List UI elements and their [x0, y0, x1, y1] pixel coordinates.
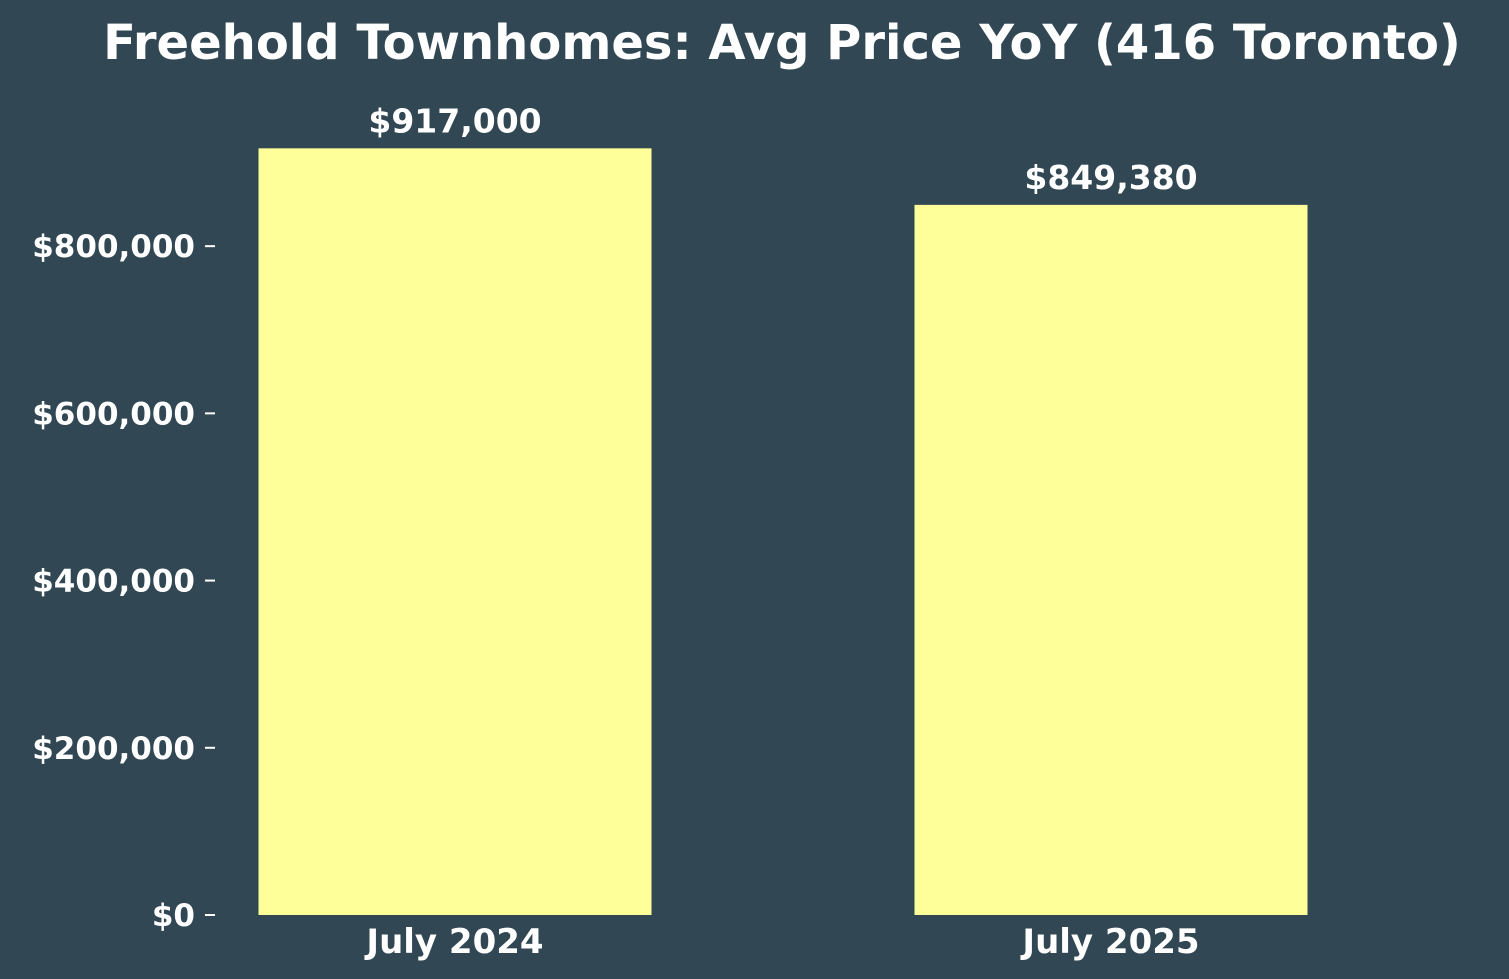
y-tick-label: $400,000: [32, 564, 195, 600]
bars: [258, 148, 1308, 916]
chart-title: Freehold Townhomes: Avg Price YoY (416 T…: [103, 15, 1461, 71]
y-tick-label: $200,000: [32, 731, 195, 767]
bar-july-2024: [258, 148, 652, 916]
bar-value-label: $849,380: [1024, 158, 1197, 197]
bar-value-label: $917,000: [368, 101, 541, 140]
bar-july-2025: [914, 204, 1308, 916]
x-category-label: July 2024: [364, 922, 543, 962]
x-category-label: July 2025: [1020, 922, 1199, 962]
value-labels: $917,000 $849,380: [368, 101, 1197, 197]
y-tick-label: $600,000: [32, 396, 195, 432]
y-tick-label: $800,000: [32, 229, 195, 265]
y-tick-label: $0: [152, 898, 195, 934]
x-axis: July 2024 July 2025: [364, 922, 1199, 962]
y-axis: $0 $200,000 $400,000 $600,000 $800,000: [32, 229, 215, 934]
